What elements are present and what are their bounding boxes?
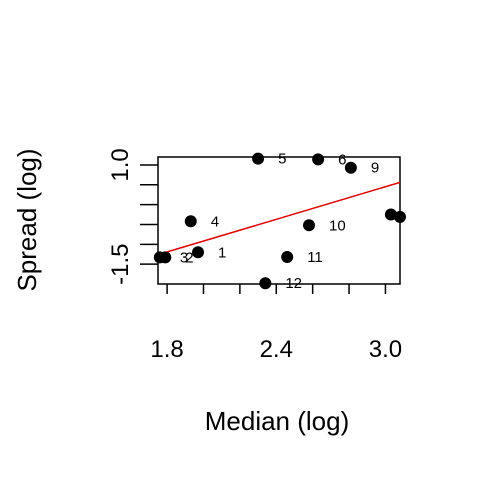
- point-label: 9: [371, 160, 379, 177]
- y-tick-label: -1.5: [107, 243, 134, 284]
- x-tick-label: 1.8: [150, 336, 183, 363]
- y-tick-label: 1.0: [107, 148, 134, 181]
- data-point: [192, 246, 205, 259]
- fit-line: [157, 181, 401, 256]
- data-point: [384, 208, 397, 221]
- data-point: [281, 251, 294, 264]
- x-tick-label: 2.4: [260, 336, 293, 363]
- points-group: [153, 152, 406, 290]
- point-label: 2: [185, 249, 193, 266]
- point-label: 5: [278, 151, 286, 168]
- point-label: 10: [329, 217, 346, 234]
- y-axis-title: Spread (log): [12, 148, 42, 291]
- point-label: 11: [307, 249, 323, 266]
- fit-line-group: [157, 181, 401, 256]
- x-axis-title: Median (log): [205, 406, 350, 436]
- point-label: 6: [338, 151, 346, 168]
- data-point: [344, 161, 357, 174]
- data-point: [153, 251, 166, 264]
- x-tick-label: 3.0: [369, 336, 402, 363]
- data-point: [312, 153, 325, 166]
- data-point: [184, 215, 197, 228]
- data-point: [252, 152, 265, 165]
- data-point: [303, 219, 316, 232]
- point-label: 1: [218, 244, 226, 261]
- point-label: 12: [285, 275, 302, 292]
- data-point: [394, 210, 406, 223]
- point-label: 3: [180, 249, 188, 266]
- point-label: 4: [211, 213, 219, 230]
- data-point: [259, 277, 272, 290]
- axes: 1.8 2.4 3.0 -1.5 1.0: [107, 148, 402, 363]
